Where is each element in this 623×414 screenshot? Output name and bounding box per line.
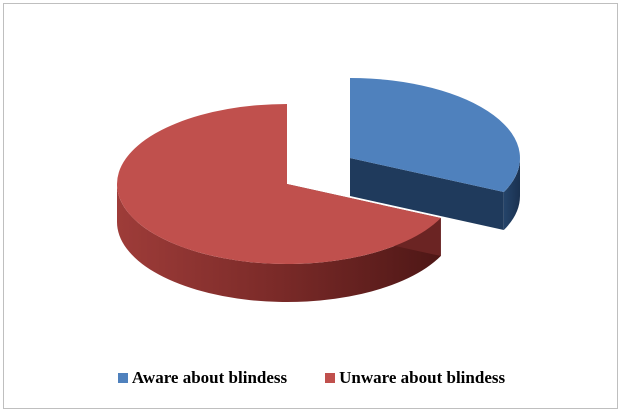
slice-top-unaware	[117, 104, 441, 264]
slice-side-aware	[503, 158, 520, 231]
legend: Aware about blindess Unware about blinde…	[0, 368, 623, 388]
slice-side-unaware	[117, 184, 441, 302]
slice-cut-aware-1	[350, 158, 504, 231]
legend-label-aware: Aware about blindess	[131, 368, 288, 387]
legend-swatch-unaware	[325, 373, 336, 383]
slice-top-aware	[350, 78, 520, 193]
legend-swatch-aware	[117, 373, 128, 383]
legend-label-unaware: Unware about blindess	[339, 368, 506, 387]
legend-item-aware: Aware about blindess	[117, 368, 288, 388]
legend-item-unaware: Unware about blindess	[325, 368, 505, 388]
